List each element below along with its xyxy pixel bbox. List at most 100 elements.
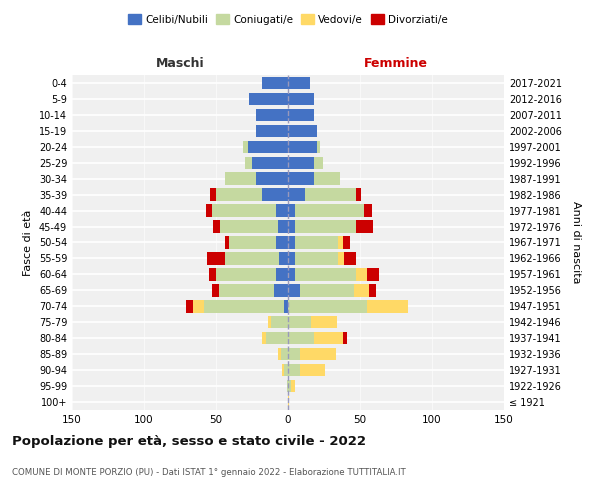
Bar (288, 268, 295, 280)
Bar (281, 348, 288, 360)
Bar (288, 380, 291, 392)
Bar (248, 140, 288, 153)
Bar (344, 252, 356, 264)
Bar (244, 140, 248, 153)
Bar (288, 188, 305, 201)
Bar (295, 236, 338, 248)
Text: Popolazione per età, sesso e stato civile - 2022: Popolazione per età, sesso e stato civil… (12, 435, 366, 448)
Bar (338, 252, 344, 264)
Bar (277, 204, 288, 217)
Bar (343, 236, 350, 248)
Bar (224, 236, 229, 248)
Bar (364, 204, 371, 217)
Bar (213, 220, 220, 233)
Bar (278, 348, 281, 360)
Bar (343, 332, 347, 344)
Bar (356, 220, 373, 233)
Bar (311, 316, 337, 328)
Bar (220, 220, 278, 233)
Bar (314, 172, 340, 185)
Bar (288, 364, 299, 376)
Bar (299, 284, 354, 296)
Bar (288, 316, 311, 328)
Bar (280, 252, 288, 264)
Bar (367, 268, 379, 280)
Bar (288, 220, 295, 233)
Bar (284, 364, 288, 376)
Bar (314, 156, 323, 169)
Bar (295, 268, 356, 280)
Y-axis label: Anni di nascita: Anni di nascita (571, 201, 581, 284)
Bar (210, 188, 216, 201)
Bar (314, 332, 343, 344)
Bar (262, 188, 288, 201)
Bar (305, 188, 356, 201)
Bar (291, 380, 295, 392)
Bar (288, 204, 295, 217)
Bar (268, 316, 271, 328)
Bar (186, 300, 193, 312)
Bar (295, 204, 364, 217)
Bar (288, 172, 314, 185)
Bar (288, 332, 314, 344)
Bar (216, 188, 262, 201)
Bar (219, 284, 274, 296)
Bar (338, 236, 343, 248)
Bar (212, 204, 277, 217)
Bar (288, 77, 310, 89)
Bar (288, 300, 367, 312)
Bar (356, 268, 367, 280)
Text: Femmine: Femmine (364, 57, 428, 70)
Bar (208, 252, 224, 264)
Bar (252, 156, 288, 169)
Bar (274, 284, 288, 296)
Bar (212, 284, 219, 296)
Bar (287, 380, 288, 392)
Bar (277, 236, 288, 248)
Bar (205, 300, 284, 312)
Bar (288, 156, 314, 169)
Text: COMUNE DI MONTE PORZIO (PU) - Dati ISTAT 1° gennaio 2022 - Elaborazione TUTTITAL: COMUNE DI MONTE PORZIO (PU) - Dati ISTAT… (12, 468, 406, 477)
Bar (224, 252, 280, 264)
Bar (288, 108, 314, 121)
Bar (206, 204, 212, 217)
Bar (354, 284, 368, 296)
Y-axis label: Fasce di età: Fasce di età (23, 210, 33, 276)
Bar (216, 268, 277, 280)
Bar (262, 332, 266, 344)
Bar (356, 188, 361, 201)
Bar (367, 300, 407, 312)
Bar (288, 92, 314, 105)
Bar (277, 268, 288, 280)
Bar (288, 284, 299, 296)
Bar (209, 268, 216, 280)
Bar (262, 77, 288, 89)
Bar (282, 364, 284, 376)
Bar (288, 348, 299, 360)
Bar (288, 396, 289, 408)
Bar (256, 108, 288, 121)
Bar (299, 348, 335, 360)
Bar (278, 220, 288, 233)
Text: Maschi: Maschi (155, 57, 205, 70)
Bar (249, 92, 288, 105)
Bar (368, 284, 376, 296)
Bar (256, 172, 288, 185)
Bar (193, 300, 205, 312)
Bar (284, 300, 288, 312)
Legend: Celibi/Nubili, Coniugati/e, Vedovi/e, Divorziati/e: Celibi/Nubili, Coniugati/e, Vedovi/e, Di… (124, 10, 452, 29)
Bar (295, 220, 356, 233)
Bar (271, 316, 288, 328)
Bar (295, 252, 338, 264)
Bar (288, 236, 295, 248)
Bar (288, 252, 295, 264)
Bar (245, 156, 252, 169)
Bar (256, 124, 288, 137)
Bar (288, 124, 317, 137)
Bar (299, 364, 325, 376)
Bar (224, 172, 256, 185)
Bar (229, 236, 277, 248)
Bar (317, 140, 320, 153)
Bar (288, 140, 317, 153)
Bar (266, 332, 288, 344)
